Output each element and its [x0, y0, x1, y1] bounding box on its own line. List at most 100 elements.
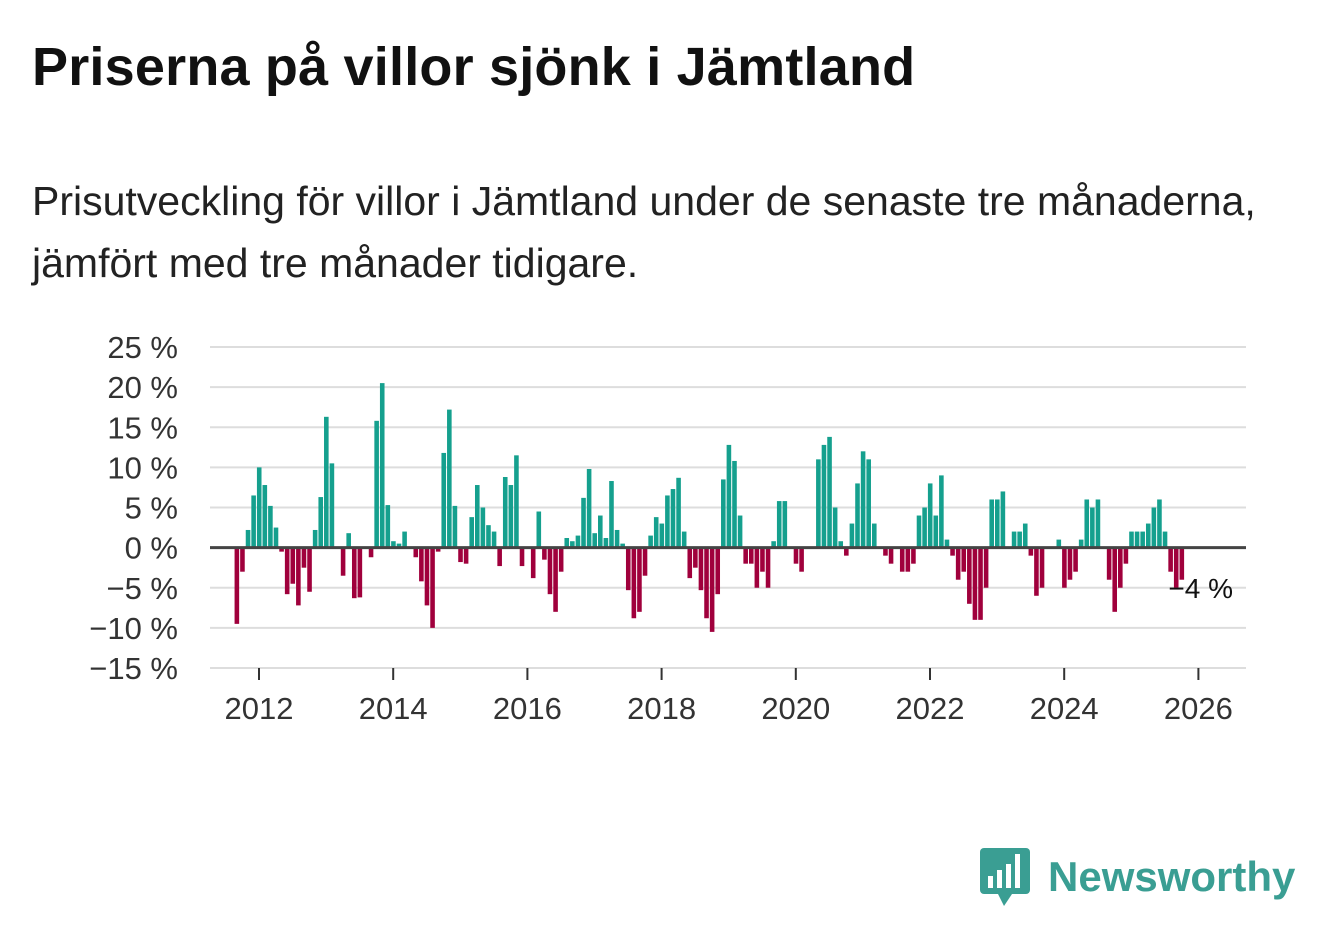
bar: [575, 535, 581, 548]
bar: [379, 383, 385, 548]
bar: [497, 547, 502, 567]
bar: [944, 539, 950, 548]
bar: [234, 547, 240, 624]
bar: [1112, 547, 1118, 612]
bar: [273, 527, 279, 548]
brand-name: Newsworthy: [1048, 853, 1296, 900]
bar: [995, 499, 1000, 548]
bar: [620, 543, 625, 548]
bar: [256, 467, 262, 548]
bar: [726, 444, 732, 548]
bar: [553, 547, 558, 612]
bar: [508, 485, 514, 548]
bar: [301, 547, 307, 568]
bar: [430, 547, 435, 628]
bar: [530, 547, 536, 579]
bar: [1145, 523, 1151, 548]
bar: [653, 517, 659, 548]
bar: [318, 497, 324, 548]
bar: [1022, 523, 1028, 548]
x-tick-label: 2026: [1164, 691, 1233, 726]
bar: [609, 481, 614, 548]
bar: [340, 547, 346, 576]
bar: [832, 507, 838, 548]
x-tick-label: 2012: [225, 691, 294, 726]
y-tick-label: 20 %: [107, 370, 178, 405]
bar: [502, 477, 508, 548]
bar: [1168, 547, 1173, 572]
bar: [748, 547, 754, 564]
bar-chart: 25 % 20 % 15 % 10 % 5 % 0 % −5 % −10 % −15 % 201…: [89, 330, 1246, 726]
bar: [698, 547, 704, 591]
bar: [687, 547, 693, 579]
chart-title: Priserna på villor sjönk i Jämtland: [32, 37, 916, 97]
bar: [547, 547, 553, 595]
bar: [491, 531, 497, 548]
bar: [816, 459, 821, 548]
bar: [659, 523, 665, 548]
bar: [374, 420, 379, 548]
x-tick-label: 2018: [627, 691, 696, 726]
bar: [771, 541, 776, 548]
bar: [268, 505, 273, 548]
bar: [385, 505, 391, 548]
bar: [486, 525, 491, 548]
bar: [346, 533, 351, 548]
bar: [463, 547, 469, 564]
bar: [368, 547, 374, 558]
bar: [324, 416, 329, 548]
bar: [1017, 531, 1022, 548]
bar: [240, 547, 245, 572]
y-tick-label: 5 %: [125, 491, 178, 526]
end-value-label: −4 %: [1168, 573, 1233, 604]
y-tick-label: 0 %: [125, 531, 178, 566]
bar: [888, 547, 894, 564]
bar: [570, 541, 575, 548]
bar: [424, 547, 430, 606]
bar: [581, 497, 586, 548]
bar: [715, 547, 721, 595]
bar: [307, 547, 312, 592]
bar: [911, 547, 916, 564]
bar: [760, 547, 765, 572]
bar: [558, 547, 564, 572]
y-tick-label: 15 %: [107, 410, 178, 445]
bar: [458, 547, 463, 563]
bar: [586, 468, 592, 548]
bar: [860, 451, 866, 548]
bar: [681, 531, 687, 548]
bar: [704, 547, 709, 619]
bar: [519, 547, 525, 567]
bar: [357, 547, 363, 598]
bar: [855, 483, 860, 548]
bar: [693, 547, 698, 568]
bar: [670, 489, 676, 548]
bar: [1073, 547, 1078, 572]
bar: [603, 537, 609, 548]
bar: [1106, 547, 1112, 580]
bar: [933, 515, 939, 548]
bar: [838, 541, 844, 548]
bar: [793, 547, 799, 564]
bar: [435, 547, 441, 552]
bar: [927, 483, 933, 548]
bar: [536, 511, 542, 548]
bar: [1090, 507, 1095, 548]
bar: [950, 547, 955, 556]
newsworthy-logo: Newsworthy: [980, 848, 1295, 906]
bar: [474, 485, 480, 548]
bar: [827, 436, 832, 548]
bar: [1062, 547, 1067, 588]
x-axis-ticks: 2012 2014 2016 2018 2020 2022 2024 2026: [225, 668, 1233, 726]
bar: [542, 547, 547, 560]
bar: [1084, 499, 1090, 548]
bar: [665, 495, 670, 548]
bar: [776, 501, 782, 548]
bar: [709, 547, 715, 632]
bar: [939, 475, 944, 548]
y-tick-label: −15 %: [89, 651, 178, 686]
bar: [871, 523, 877, 548]
bar: [799, 547, 804, 572]
bar: [1056, 539, 1062, 548]
bar: [1028, 547, 1034, 556]
